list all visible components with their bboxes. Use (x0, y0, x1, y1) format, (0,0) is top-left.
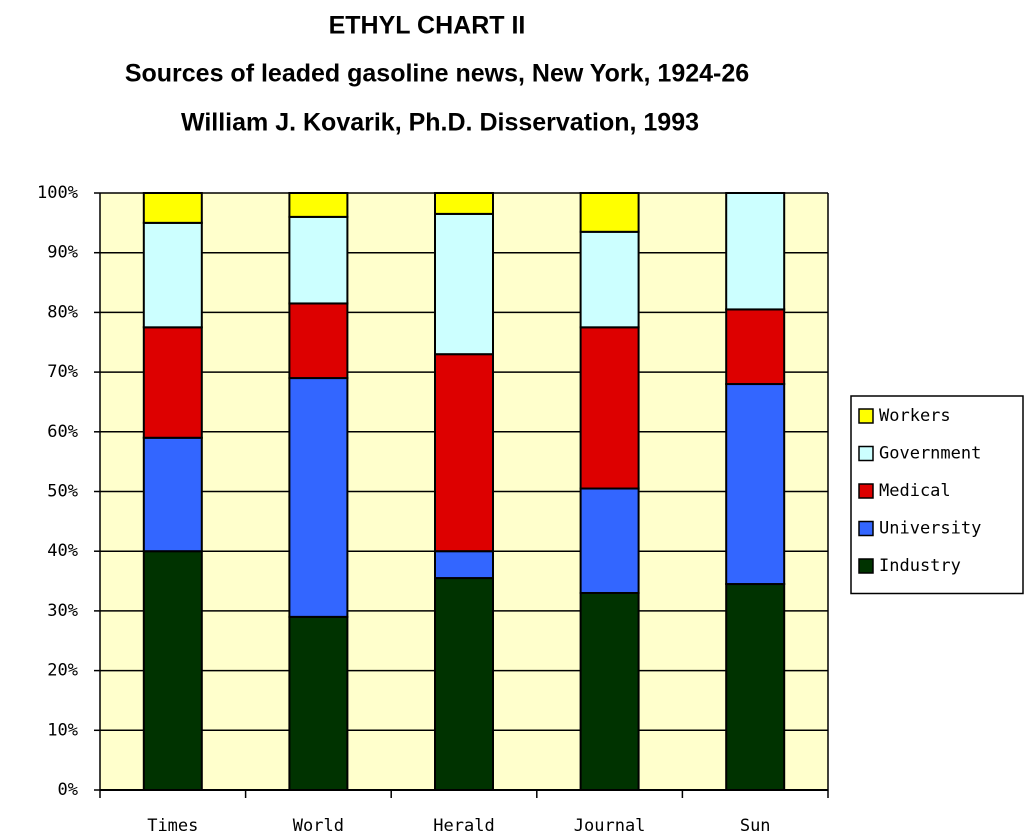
x-tick-label: Herald (433, 816, 494, 836)
bar-segment (725, 583, 786, 791)
bar-segment (434, 353, 494, 553)
bar-segment (579, 192, 640, 233)
legend-swatch (858, 408, 874, 424)
bar-segment (434, 192, 494, 215)
legend-label: Workers (879, 406, 951, 426)
y-tick-label: 50% (47, 482, 78, 502)
bar-segment (725, 383, 786, 586)
bar-segment (288, 377, 349, 618)
bar-segment (142, 326, 203, 439)
legend-label: Industry (879, 556, 961, 576)
bar-segment (142, 550, 203, 792)
legend-label: Medical (879, 481, 951, 501)
x-tick-label: World (293, 816, 344, 836)
legend-swatch (858, 445, 874, 462)
y-tick-label: 40% (47, 541, 78, 561)
bar-segment (725, 192, 786, 311)
y-tick-label: 90% (47, 243, 78, 263)
bar-segment (434, 550, 494, 580)
bar-segment (142, 192, 203, 224)
x-tick-label: Journal (574, 816, 646, 836)
x-tick-label: Times (147, 816, 198, 836)
y-tick-label: 60% (47, 422, 78, 442)
x-tick-label: Sun (740, 816, 771, 836)
bar-segment (434, 212, 494, 356)
chart-annotation: William J. Kovarik, Ph.D. Disservation, … (181, 109, 699, 137)
bar-segment (579, 230, 640, 329)
bar-segment (142, 436, 203, 553)
bar-segment (579, 487, 640, 594)
legend-label: Government (879, 444, 981, 464)
bar-segment (288, 615, 349, 791)
y-tick-label: 20% (47, 661, 78, 681)
y-tick-label: 70% (47, 362, 78, 382)
bar-segment (579, 591, 640, 791)
legend-swatch (858, 520, 874, 537)
bar-segment (288, 302, 349, 380)
y-tick-label: 80% (47, 302, 78, 322)
bar-segment (288, 215, 349, 305)
legend-swatch (858, 483, 874, 499)
y-tick-label: 10% (47, 720, 78, 740)
bar-segment (142, 221, 203, 329)
legend-box (850, 395, 1024, 595)
chart-title: ETHYL CHART II (329, 12, 526, 40)
legend-swatch (858, 558, 874, 574)
legend-label: University (879, 519, 981, 539)
bar-segment (434, 577, 494, 791)
bar-segment (579, 326, 640, 490)
bar-segment (725, 308, 786, 386)
y-tick-label: 0% (58, 780, 78, 800)
chart-subtitle: Sources of leaded gasoline news, New Yor… (125, 60, 749, 88)
bar-segment (288, 192, 349, 218)
y-tick-label: 30% (47, 601, 78, 621)
y-tick-label: 100% (37, 183, 78, 203)
